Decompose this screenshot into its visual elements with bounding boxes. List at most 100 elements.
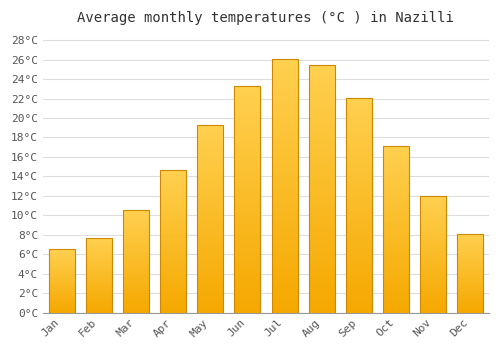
- Bar: [420, 214, 446, 215]
- Bar: [160, 198, 186, 200]
- Bar: [458, 259, 483, 260]
- Bar: [272, 191, 297, 193]
- Bar: [383, 216, 409, 218]
- Bar: [234, 108, 260, 111]
- Bar: [48, 269, 74, 270]
- Bar: [234, 90, 260, 93]
- Bar: [197, 131, 223, 132]
- Bar: [160, 224, 186, 225]
- Bar: [420, 274, 446, 275]
- Bar: [234, 222, 260, 224]
- Bar: [123, 280, 149, 281]
- Bar: [458, 255, 483, 256]
- Bar: [160, 284, 186, 286]
- Bar: [458, 238, 483, 239]
- Bar: [272, 241, 297, 244]
- Bar: [383, 306, 409, 308]
- Bar: [160, 187, 186, 188]
- Bar: [86, 252, 112, 253]
- Bar: [383, 299, 409, 301]
- Bar: [458, 246, 483, 247]
- Bar: [197, 275, 223, 277]
- Bar: [234, 245, 260, 247]
- Bar: [197, 183, 223, 185]
- Bar: [86, 240, 112, 241]
- Bar: [197, 161, 223, 162]
- Bar: [86, 263, 112, 264]
- Bar: [234, 217, 260, 220]
- Bar: [86, 284, 112, 285]
- Bar: [346, 274, 372, 276]
- Bar: [86, 289, 112, 290]
- Bar: [234, 193, 260, 195]
- Bar: [346, 166, 372, 169]
- Bar: [420, 308, 446, 309]
- Bar: [346, 102, 372, 104]
- Bar: [123, 279, 149, 280]
- Bar: [123, 304, 149, 306]
- Bar: [308, 75, 334, 77]
- Bar: [86, 291, 112, 292]
- Bar: [123, 275, 149, 276]
- Bar: [272, 102, 297, 104]
- Bar: [234, 231, 260, 233]
- Bar: [458, 296, 483, 297]
- Bar: [308, 139, 334, 141]
- Bar: [458, 237, 483, 238]
- Bar: [234, 159, 260, 161]
- Bar: [234, 133, 260, 136]
- Bar: [197, 157, 223, 159]
- Bar: [86, 288, 112, 289]
- Bar: [420, 302, 446, 303]
- Bar: [48, 270, 74, 271]
- Bar: [197, 211, 223, 213]
- Bar: [123, 242, 149, 243]
- Bar: [420, 281, 446, 282]
- Bar: [197, 238, 223, 239]
- Bar: [420, 217, 446, 218]
- Bar: [420, 300, 446, 301]
- Bar: [383, 274, 409, 276]
- Bar: [420, 268, 446, 270]
- Bar: [458, 264, 483, 265]
- Bar: [383, 203, 409, 204]
- Bar: [346, 179, 372, 181]
- Bar: [346, 295, 372, 298]
- Bar: [86, 307, 112, 308]
- Bar: [308, 169, 334, 171]
- Bar: [197, 205, 223, 208]
- Bar: [272, 59, 297, 61]
- Bar: [160, 251, 186, 253]
- Bar: [272, 127, 297, 130]
- Bar: [272, 175, 297, 178]
- Bar: [123, 246, 149, 247]
- Bar: [383, 258, 409, 259]
- Bar: [346, 229, 372, 231]
- Bar: [123, 285, 149, 286]
- Bar: [272, 310, 297, 313]
- Bar: [346, 300, 372, 302]
- Bar: [123, 270, 149, 271]
- Bar: [308, 107, 334, 109]
- Bar: [160, 253, 186, 254]
- Bar: [420, 309, 446, 310]
- Bar: [420, 271, 446, 272]
- Bar: [272, 181, 297, 183]
- Bar: [234, 306, 260, 308]
- Bar: [48, 254, 74, 255]
- Bar: [458, 250, 483, 251]
- Bar: [383, 254, 409, 256]
- Bar: [420, 259, 446, 260]
- Bar: [346, 233, 372, 235]
- Bar: [48, 260, 74, 261]
- Bar: [420, 296, 446, 298]
- Bar: [160, 230, 186, 231]
- Bar: [197, 305, 223, 307]
- Bar: [383, 248, 409, 250]
- Bar: [383, 168, 409, 169]
- Bar: [458, 252, 483, 253]
- Bar: [160, 184, 186, 186]
- Bar: [197, 226, 223, 228]
- Bar: [86, 303, 112, 304]
- Bar: [48, 309, 74, 310]
